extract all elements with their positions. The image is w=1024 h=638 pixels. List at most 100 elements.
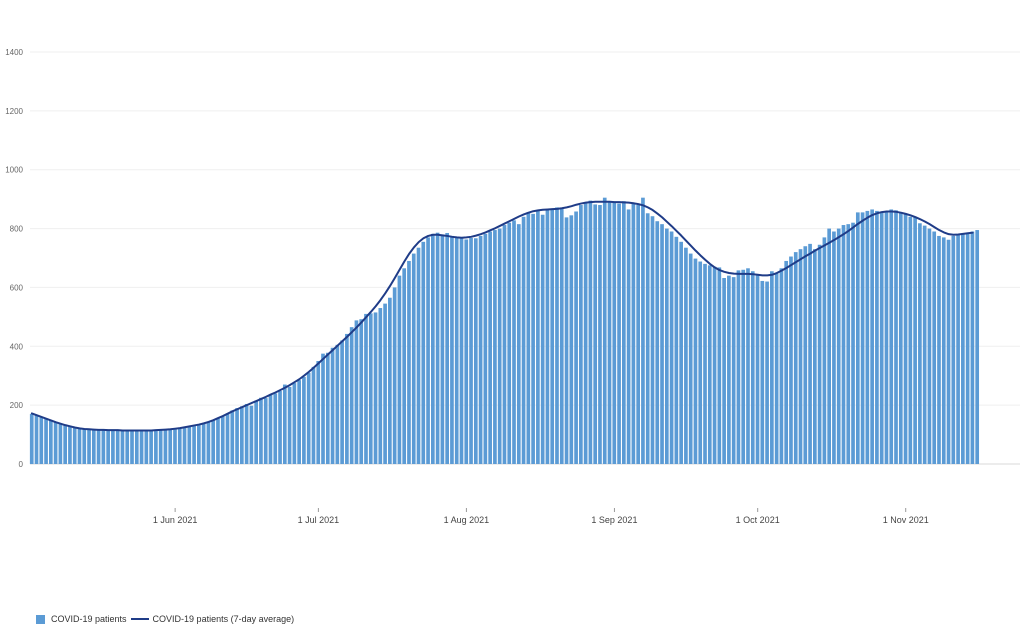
x-tick-label: 1 Nov 2021: [883, 515, 929, 525]
bar: [717, 267, 722, 464]
bar: [961, 234, 965, 464]
bar: [478, 235, 483, 464]
bar: [378, 308, 383, 464]
bar: [230, 410, 235, 464]
bar: [903, 214, 908, 464]
bar: [354, 320, 359, 464]
bar: [306, 372, 311, 464]
bar: [459, 237, 464, 464]
bar: [521, 216, 526, 464]
bar: [297, 380, 301, 464]
bar: [473, 238, 478, 464]
bar: [68, 426, 72, 464]
bar: [91, 429, 96, 464]
bar: [302, 376, 306, 464]
bar: [965, 233, 970, 464]
bar: [115, 430, 120, 464]
bar: [440, 234, 445, 464]
bar: [641, 197, 645, 464]
bar: [235, 408, 239, 464]
bar: [488, 231, 492, 464]
bar: [813, 249, 817, 464]
bar: [559, 207, 564, 464]
bar: [134, 430, 139, 464]
bar: [827, 228, 831, 464]
bar: [770, 271, 774, 464]
bar: [875, 210, 879, 464]
bar: [927, 228, 932, 464]
bar: [345, 333, 349, 464]
bar: [975, 230, 980, 464]
bar: [383, 303, 387, 464]
bar: [793, 252, 798, 464]
bar: [158, 429, 163, 464]
bar: [712, 266, 717, 464]
bar: [798, 249, 803, 464]
x-tick-label: 1 Jun 2021: [153, 515, 198, 525]
bar: [421, 241, 426, 464]
bar: [932, 231, 937, 464]
bar: [918, 223, 922, 464]
bar: [464, 239, 469, 464]
bar: [220, 416, 225, 464]
bar: [908, 216, 913, 464]
bar: [631, 203, 636, 465]
bar: [598, 205, 602, 464]
y-axis-ticks: 0 200 400 600 800 1000 1200 1400: [5, 48, 23, 469]
bar: [168, 429, 173, 464]
bar: [836, 228, 841, 464]
bar: [583, 202, 588, 464]
bar: [622, 201, 626, 464]
bar: [755, 274, 760, 464]
average-line: [30, 200, 974, 432]
bar: [273, 393, 278, 464]
bar: [832, 231, 836, 464]
bar: [392, 287, 397, 464]
bar: [201, 423, 206, 464]
legend-item-bars[interactable]: COVID-19 patients: [36, 614, 127, 624]
bar: [259, 397, 263, 464]
bar: [72, 427, 77, 464]
bar: [698, 261, 703, 464]
bar: [946, 239, 951, 464]
legend-bar-label: COVID-19 patients: [51, 614, 127, 624]
legend-item-line[interactable]: COVID-19 patients (7-day average): [130, 614, 294, 624]
bar: [894, 210, 898, 464]
bar: [922, 225, 927, 464]
bar: [741, 269, 746, 464]
bar: [956, 235, 960, 464]
y-tick-label: 0: [19, 460, 24, 469]
bar: [349, 327, 354, 464]
bar: [937, 235, 941, 464]
bar: [144, 430, 149, 464]
bar: [593, 204, 598, 464]
x-tick-label: 1 Sep 2021: [591, 515, 637, 525]
bar: [746, 268, 750, 464]
bar: [120, 430, 125, 464]
bar: [206, 421, 211, 464]
legend-bar-swatch: [36, 614, 45, 624]
y-tick-label: 1200: [5, 107, 23, 116]
bar: [516, 224, 521, 464]
y-tick-label: 400: [10, 342, 24, 351]
bar: [727, 275, 731, 464]
bar: [416, 247, 421, 464]
line-series: [30, 200, 974, 432]
bar: [192, 425, 196, 464]
bar: [722, 278, 726, 464]
bar: [49, 420, 53, 464]
bar: [58, 423, 63, 464]
bar: [240, 406, 244, 464]
bar: [851, 222, 855, 464]
bar: [211, 420, 216, 464]
bar: [330, 347, 335, 464]
bar: [39, 416, 44, 464]
bar: [688, 253, 693, 464]
bar: [808, 243, 812, 464]
bar: [870, 209, 874, 464]
bar: [216, 418, 220, 464]
bar: [736, 270, 741, 464]
bar: [125, 430, 130, 464]
bar: [669, 231, 674, 464]
